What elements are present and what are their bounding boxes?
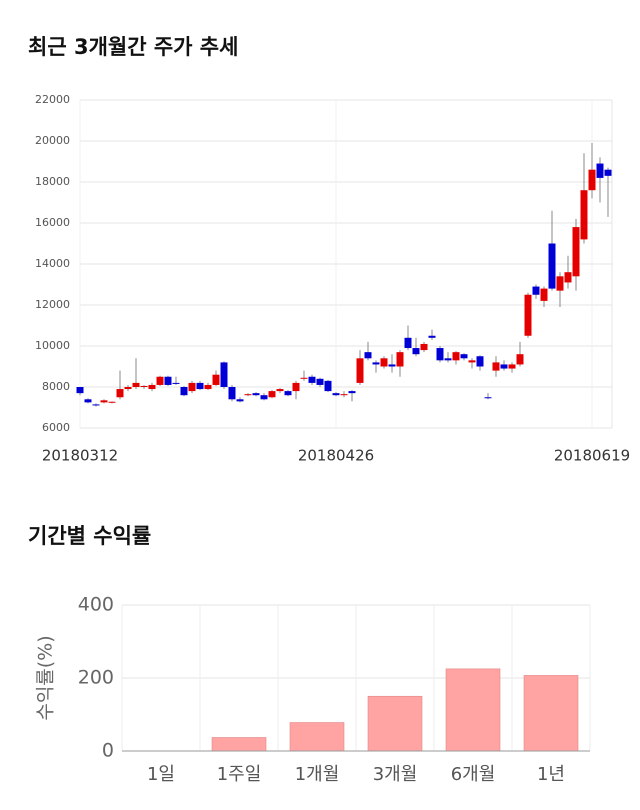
candle-body	[604, 169, 612, 176]
x-tick-label: 20180312	[42, 447, 118, 465]
candle-body	[340, 394, 348, 396]
y-tick-label: 0	[102, 740, 114, 762]
y-tick-label: 22000	[35, 93, 70, 106]
candle-body	[588, 169, 596, 191]
candle-body	[84, 399, 92, 403]
candle-body	[132, 382, 140, 387]
candle-body	[284, 391, 292, 396]
candle-body	[404, 337, 412, 349]
candle-body	[524, 294, 532, 336]
candle-body	[364, 352, 372, 359]
candle-body	[388, 364, 396, 367]
candle-body	[548, 243, 556, 289]
candle-body	[428, 335, 436, 338]
candle-body	[556, 276, 564, 291]
candle-body	[492, 362, 500, 371]
candle-body	[452, 352, 460, 361]
candle-body	[180, 387, 188, 396]
candle-body	[148, 384, 156, 390]
candle-body	[468, 360, 476, 363]
candle-body	[212, 374, 220, 385]
candle-body	[220, 362, 228, 387]
candle-body	[116, 389, 124, 398]
y-tick-label: 14000	[35, 257, 70, 270]
candle-body	[276, 389, 284, 392]
candle-body	[444, 358, 452, 361]
candle-body	[76, 387, 84, 394]
candle-body	[508, 364, 516, 369]
y-tick-label: 8000	[42, 380, 70, 393]
candle-body	[412, 348, 420, 355]
candle-body	[244, 394, 252, 396]
x-tick-label: 20180619	[554, 447, 630, 465]
candle-body	[500, 364, 508, 369]
y-tick-label: 18000	[35, 175, 70, 188]
candle-body	[572, 227, 580, 277]
candle-body	[348, 391, 356, 394]
candle-body	[436, 348, 444, 361]
candle-body	[396, 352, 404, 367]
bar	[445, 668, 501, 752]
candle-body	[580, 190, 588, 240]
candle-body	[564, 272, 572, 283]
candle-body	[236, 399, 244, 402]
candle-body	[204, 384, 212, 390]
x-tick-label: 1주일	[217, 764, 262, 785]
y-tick-label: 20000	[35, 134, 70, 147]
x-tick-label: 6개월	[451, 764, 496, 785]
candle-body	[92, 404, 100, 406]
y-tick-label: 400	[78, 594, 114, 616]
candle-body	[188, 382, 196, 392]
candle-body	[476, 356, 484, 367]
candle-body	[596, 163, 604, 178]
y-tick-label: 16000	[35, 216, 70, 229]
candle-body	[324, 380, 332, 392]
bar	[367, 695, 423, 752]
candle-body	[164, 376, 172, 385]
candle-body	[140, 385, 148, 387]
y-axis-label: 수익률(%)	[35, 635, 57, 720]
x-tick-label: 1일	[147, 764, 175, 785]
y-tick-label: 10000	[35, 339, 70, 352]
candle-body	[540, 288, 548, 301]
candle-body	[228, 387, 236, 400]
candle-body	[356, 358, 364, 383]
y-tick-label: 12000	[35, 298, 70, 311]
chart-title: 기간별 수익률	[28, 524, 151, 548]
x-tick-label: 3개월	[373, 764, 418, 785]
y-tick-label: 200	[78, 667, 114, 689]
candle-body	[100, 400, 108, 403]
candle-body	[292, 382, 300, 392]
y-tick-label: 6000	[42, 421, 70, 434]
candle-body	[124, 387, 132, 390]
candle-body	[268, 391, 276, 398]
candle-body	[532, 286, 540, 295]
bar	[211, 737, 267, 752]
candle-body	[300, 377, 308, 379]
candle-body	[156, 376, 164, 385]
x-tick-label: 1년	[537, 764, 565, 785]
candle-body	[308, 376, 316, 383]
candle-body	[196, 382, 204, 390]
candle-body	[460, 354, 468, 359]
candle-body	[252, 393, 260, 396]
bar	[289, 722, 345, 752]
candle-body	[332, 393, 340, 396]
x-tick-label: 1개월	[295, 764, 340, 785]
candle-body	[484, 397, 492, 399]
chart-title: 최근 3개월간 주가 추세	[28, 35, 238, 59]
bar	[523, 675, 579, 752]
candle-body	[372, 362, 380, 365]
candle-body	[316, 378, 324, 385]
candle-body	[420, 343, 428, 351]
candle-body	[108, 401, 116, 403]
candle-body	[380, 358, 388, 367]
x-tick-label: 20180426	[298, 447, 374, 465]
candle-body	[172, 382, 180, 384]
candle-body	[516, 354, 524, 365]
candle-body	[260, 395, 268, 400]
